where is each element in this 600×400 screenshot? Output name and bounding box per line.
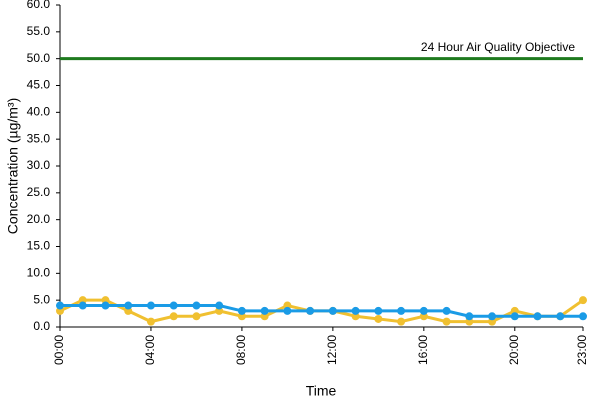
data-point: [306, 306, 315, 315]
x-tick-label: 08:00: [234, 335, 248, 365]
y-axis-label: Concentration (µg/m³): [5, 98, 21, 234]
data-point: [192, 301, 201, 310]
x-tick-label: 00:00: [52, 335, 66, 365]
y-tick-label: 50.0: [27, 51, 51, 65]
data-point: [579, 296, 587, 305]
data-point: [78, 301, 87, 310]
data-point: [169, 312, 178, 321]
x-axis-label: Time: [306, 383, 337, 399]
y-tick-label: 10.0: [27, 266, 51, 280]
data-point: [397, 317, 406, 326]
y-tick-label: 5.0: [33, 292, 50, 306]
x-tick-label: 12:00: [325, 335, 339, 365]
data-point: [442, 317, 451, 326]
data-point: [556, 312, 565, 321]
x-tick-label: 20:00: [507, 335, 521, 365]
data-point: [397, 306, 406, 315]
data-point: [488, 312, 497, 321]
y-tick-label: 20.0: [27, 212, 51, 226]
y-tick-label: 0.0: [33, 319, 50, 333]
data-point: [124, 301, 133, 310]
data-point: [374, 306, 383, 315]
data-point: [192, 312, 201, 321]
data-point: [533, 312, 542, 321]
y-tick-label: 25.0: [27, 185, 51, 199]
data-point: [146, 301, 155, 310]
reference-label: 24 Hour Air Quality Objective: [421, 40, 575, 54]
x-tick-label: 23:00: [575, 335, 589, 365]
data-point: [351, 306, 360, 315]
data-point: [101, 301, 110, 310]
data-point: [215, 301, 224, 310]
y-tick-label: 40.0: [27, 105, 51, 119]
data-point: [56, 301, 64, 310]
data-point: [237, 306, 246, 315]
data-point: [442, 306, 451, 315]
x-tick-label: 04:00: [143, 335, 157, 365]
y-tick-label: 55.0: [27, 24, 51, 38]
data-point: [465, 312, 474, 321]
data-point: [579, 312, 587, 321]
y-tick-label: 15.0: [27, 239, 51, 253]
data-point: [260, 306, 269, 315]
y-tick-label: 45.0: [27, 78, 51, 92]
y-tick-label: 30.0: [27, 158, 51, 172]
data-point: [283, 306, 292, 315]
data-point: [419, 306, 428, 315]
data-point: [169, 301, 178, 310]
data-point: [374, 314, 383, 323]
y-tick-label: 60.0: [27, 0, 51, 11]
data-point: [510, 312, 519, 321]
x-tick-label: 16:00: [416, 335, 430, 365]
data-point: [328, 306, 337, 315]
data-point: [146, 317, 155, 326]
y-tick-label: 35.0: [27, 131, 51, 145]
